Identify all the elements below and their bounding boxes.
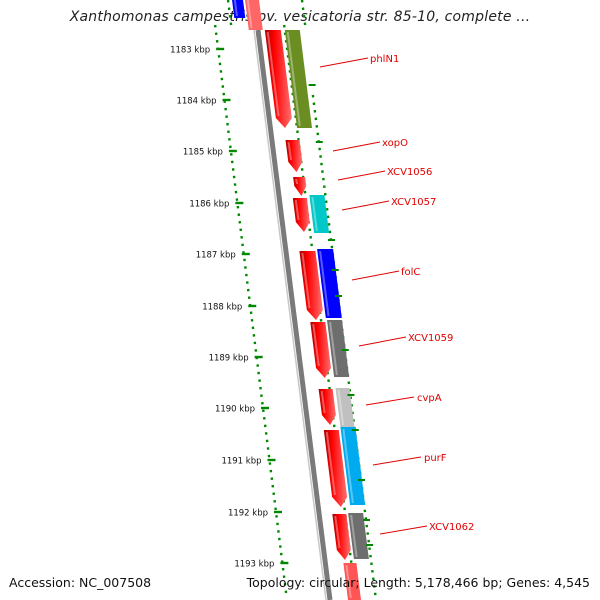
- gene-block-4[interactable]: [285, 140, 303, 172]
- gene-label[interactable]: XCV1059: [408, 333, 453, 344]
- ruler-tick-label: 1190 kbp: [215, 405, 255, 415]
- gene-block-shine-17: [350, 514, 358, 558]
- gene-block-2[interactable]: [264, 30, 292, 128]
- gene-label[interactable]: XCV1057: [391, 197, 436, 208]
- ruler-tick-label: 1189 kbp: [209, 354, 249, 364]
- gene-block-shine-7: [311, 196, 318, 232]
- gene-block-shine-13: [337, 389, 345, 426]
- gene-block-15[interactable]: [340, 427, 366, 505]
- gene-block-shine-0: [233, 0, 238, 17]
- gene-label[interactable]: xopO: [382, 138, 408, 149]
- gene-block-6[interactable]: [292, 198, 310, 232]
- gene-block-shine-1: [246, 0, 253, 29]
- gene-block-shine-9: [319, 250, 330, 317]
- gene-block-17[interactable]: [348, 513, 369, 559]
- gene-label-leader: [341, 200, 390, 211]
- dotted-guide-4: [311, 94, 377, 599]
- gene-label-leader: [372, 456, 422, 466]
- backbone-line: [255, 29, 333, 600]
- ruler-tick-label: 1186 kbp: [189, 200, 229, 210]
- gene-label[interactable]: XCV1056: [387, 167, 432, 178]
- dotted-guide-1: [226, 0, 233, 26]
- gene-block-shine-18: [345, 564, 352, 599]
- gene-label-leader: [337, 170, 386, 181]
- genome-summary: Topology: circular; Length: 5,178,466 bp…: [246, 575, 590, 590]
- ruler-tick-label: 1184 kbp: [176, 97, 216, 107]
- gene-block-shine-12: [320, 390, 326, 414]
- gene-label-leader: [351, 270, 400, 281]
- gene-block-13[interactable]: [335, 388, 355, 427]
- accession-label: Accession: NC_007508: [9, 575, 152, 590]
- gene-block-12[interactable]: [318, 389, 336, 425]
- gene-block-shine-3: [286, 31, 301, 127]
- gene-block-7[interactable]: [309, 195, 330, 233]
- gene-label-leader: [365, 396, 415, 406]
- dotted-guide-3: [300, 0, 307, 26]
- gene-block-shine-11: [329, 321, 338, 376]
- gene-label-leader: [319, 57, 369, 68]
- gene-block-14[interactable]: [323, 430, 348, 507]
- gene-block-shine-4: [287, 141, 292, 161]
- gene-block-shine-10: [312, 323, 320, 367]
- gene-label[interactable]: XCV1062: [429, 522, 474, 533]
- backbone-highlight: [253, 29, 327, 600]
- gene-block-shine-5: [295, 178, 298, 185]
- gene-block-10[interactable]: [310, 322, 331, 378]
- gene-block-1[interactable]: [244, 0, 263, 30]
- gene-block-5[interactable]: [293, 177, 307, 196]
- gene-label[interactable]: phlN1: [370, 54, 399, 65]
- gene-block-shine-16: [334, 515, 341, 549]
- gene-block-18[interactable]: [343, 563, 361, 600]
- gene-block-shine-2: [266, 31, 280, 117]
- gene-block-3[interactable]: [284, 30, 312, 128]
- gene-block-8[interactable]: [299, 251, 323, 320]
- ruler-tick-label: 1188 kbp: [202, 303, 242, 313]
- gene-label[interactable]: purF: [424, 453, 447, 464]
- gene-block-9[interactable]: [317, 249, 342, 318]
- ruler-tick-label: 1185 kbp: [183, 148, 223, 158]
- gene-block-shine-15: [342, 428, 354, 504]
- gene-label[interactable]: folC: [401, 267, 420, 278]
- gene-label-leader: [358, 336, 407, 347]
- gene-block-shine-14: [325, 431, 336, 496]
- ruler-tick-label: 1191 kbp: [221, 457, 261, 467]
- genome-title: Xanthomonas campestris pv. vesicatoria s…: [69, 9, 531, 25]
- gene-block-0[interactable]: [231, 0, 246, 18]
- gene-label-leader: [379, 525, 428, 535]
- ruler-tick-label: 1193 kbp: [234, 560, 274, 570]
- gene-label[interactable]: cvpA: [417, 393, 442, 404]
- ruler-tick-label: 1187 kbp: [196, 251, 236, 261]
- gene-block-16[interactable]: [332, 514, 351, 560]
- gene-label-leader: [332, 141, 381, 152]
- ruler-tick-label: 1183 kbp: [170, 46, 210, 56]
- gene-block-shine-6: [294, 199, 300, 221]
- gene-block-11[interactable]: [327, 320, 350, 377]
- gene-block-shine-8: [301, 252, 311, 309]
- ruler-tick-label: 1192 kbp: [228, 509, 268, 519]
